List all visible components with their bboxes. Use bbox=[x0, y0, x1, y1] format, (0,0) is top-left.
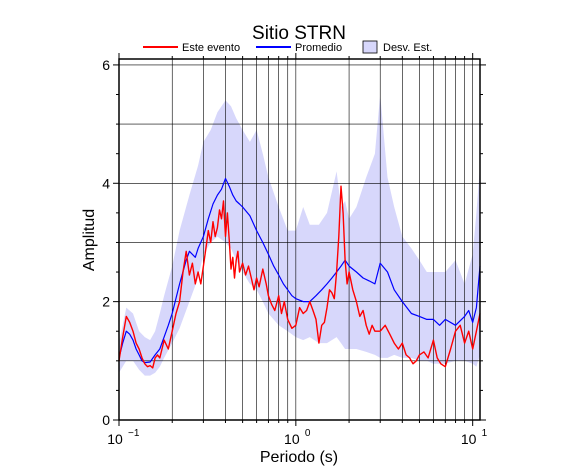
series-line-promedio bbox=[118, 177, 481, 364]
y-tick-label: 6 bbox=[102, 57, 110, 73]
band-layer bbox=[119, 94, 480, 376]
legend: Este evento Promedio Desv. Est. bbox=[143, 40, 432, 54]
plot-area bbox=[118, 58, 481, 421]
x-axis: 10 −1 10 0 10 1 bbox=[107, 53, 488, 447]
series-layer bbox=[118, 177, 481, 369]
legend-label: Este evento bbox=[182, 42, 240, 54]
y-axis: 0 2 4 6 bbox=[102, 57, 486, 428]
series-line-este-evento bbox=[118, 185, 481, 369]
x-tick-exponent: 0 bbox=[305, 428, 311, 439]
y-tick-label: 4 bbox=[102, 175, 110, 191]
x-tick-label: 10 bbox=[284, 431, 300, 447]
y-axis-label: Amplitud bbox=[81, 209, 98, 271]
x-axis-label: Periodo (s) bbox=[260, 449, 338, 466]
chart-title: Sitio STRN bbox=[252, 23, 346, 44]
x-tick-exponent: −1 bbox=[128, 428, 140, 439]
plot-frame bbox=[118, 58, 481, 421]
legend-swatch bbox=[362, 40, 378, 54]
x-tick-label: 10 bbox=[107, 431, 123, 447]
legend-label: Desv. Est. bbox=[383, 42, 432, 54]
std-band bbox=[119, 94, 480, 376]
x-tick-label: 10 bbox=[461, 431, 477, 447]
x-tick-exponent: 1 bbox=[482, 428, 488, 439]
grid-layer bbox=[118, 59, 480, 420]
y-tick-label: 0 bbox=[102, 412, 110, 428]
legend-label: Promedio bbox=[295, 42, 342, 54]
y-tick-label: 2 bbox=[102, 294, 110, 310]
